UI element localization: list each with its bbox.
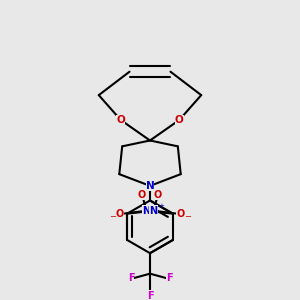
Text: N: N: [142, 206, 151, 216]
Text: F: F: [128, 273, 134, 283]
Text: O: O: [154, 190, 162, 200]
Text: F: F: [147, 291, 153, 300]
Text: O: O: [116, 209, 124, 219]
Text: N: N: [149, 206, 158, 216]
Text: N: N: [146, 181, 154, 191]
Text: O: O: [116, 115, 125, 125]
Text: +: +: [158, 203, 164, 209]
Text: +: +: [151, 203, 157, 209]
Text: −: −: [109, 212, 116, 221]
Text: O: O: [138, 190, 146, 200]
Text: O: O: [176, 209, 184, 219]
Text: F: F: [166, 273, 172, 283]
Text: O: O: [175, 115, 184, 125]
Text: −: −: [184, 212, 191, 221]
